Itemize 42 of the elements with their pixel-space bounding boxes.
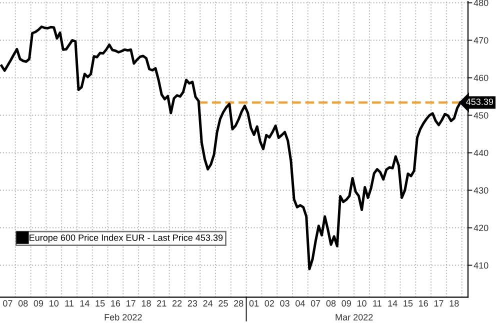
x-tick-label: 17 [434,300,444,306]
y-tick-label: 440 [474,150,488,156]
x-tick-label: 07 [310,300,320,307]
y-tick-label: 410 [474,262,488,269]
x-tick-label: 25 [218,300,228,307]
x-tick-label: 04 [296,300,305,307]
y-tick-label: 430 [474,187,488,194]
x-tick-label: 16 [419,300,428,307]
x-tick-label: 03 [280,300,290,307]
x-tick-label: 18 [142,300,151,307]
text: Feb 2022 [104,314,142,320]
y-tick-label: 470 [474,37,488,44]
x-tick-label: 14 [80,300,90,306]
x-tick-label: 16 [111,300,120,307]
x-tick-label: 17 [126,300,136,306]
x-tick-label: 15 [96,300,105,307]
legend-label: Europe 600 Price Index EUR - Last Price 453.39 [30,234,223,243]
y-tick-label: 480 [474,0,488,6]
x-tick-label: 01 [249,300,259,307]
x-tick-label: 02 [264,300,274,307]
x-tick-label: 11 [65,300,74,306]
x-tick-label: 10 [357,300,366,307]
x-tick-label: 18 [450,300,459,307]
x-tick-label: 09 [342,300,351,307]
x-tick-label: 15 [404,300,413,307]
x-tick-label: 23 [188,300,198,307]
x-tick-label: 11 [373,300,382,306]
x-tick-label: 28 [234,300,244,307]
x-tick-label: 09 [34,300,44,307]
x-tick-label: 08 [18,300,28,307]
data-label: 453.39 [466,98,494,105]
x-tick-label: 14 [388,300,398,306]
y-tick-label: 420 [474,224,488,232]
text: Mar 2022 [336,314,373,320]
x-tick-label: 21 [157,300,166,306]
x-tick-label: 22 [172,300,182,306]
y-tick-label: 460 [474,74,488,82]
x-tick-label: 24 [203,300,213,306]
y-tick-label: 450 [474,112,488,119]
x-tick-label: 07 [3,300,12,307]
x-tick-label: 08 [326,300,336,307]
x-tick-label: 10 [50,300,59,307]
